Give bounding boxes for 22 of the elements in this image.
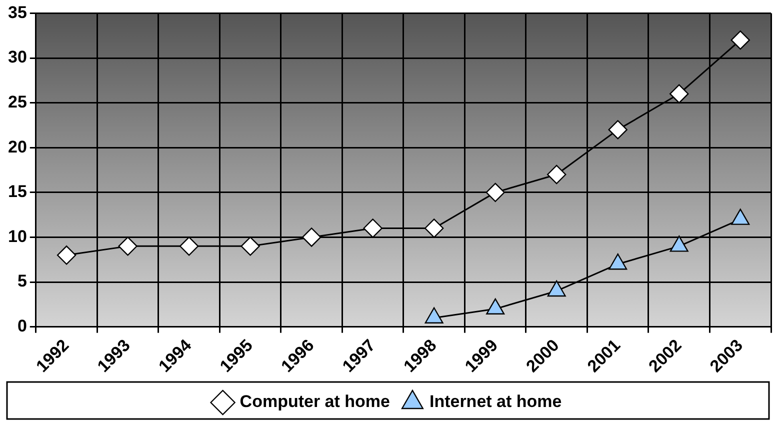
point: [424, 218, 444, 238]
legend-label: Computer at home: [240, 392, 390, 412]
point: [363, 218, 382, 238]
y-tick-label: 10: [8, 226, 27, 246]
y-tick-label: 5: [17, 272, 27, 291]
point: [56, 246, 76, 265]
y-tick-label: 0: [17, 316, 27, 336]
point: [486, 182, 505, 202]
point: [670, 84, 689, 104]
point: [547, 164, 566, 184]
point: [730, 30, 750, 50]
y-tick-label: 35: [8, 2, 27, 22]
point: [179, 236, 199, 256]
point: [608, 120, 628, 140]
point: [240, 236, 260, 256]
point: [302, 228, 322, 247]
y-tick-label: 15: [8, 182, 27, 202]
y-tick-label: 30: [8, 48, 27, 67]
legend-label: Internet at home: [429, 392, 562, 412]
y-tick-label: 25: [8, 92, 27, 112]
point: [118, 236, 138, 256]
y-tick-label: 20: [8, 137, 27, 156]
